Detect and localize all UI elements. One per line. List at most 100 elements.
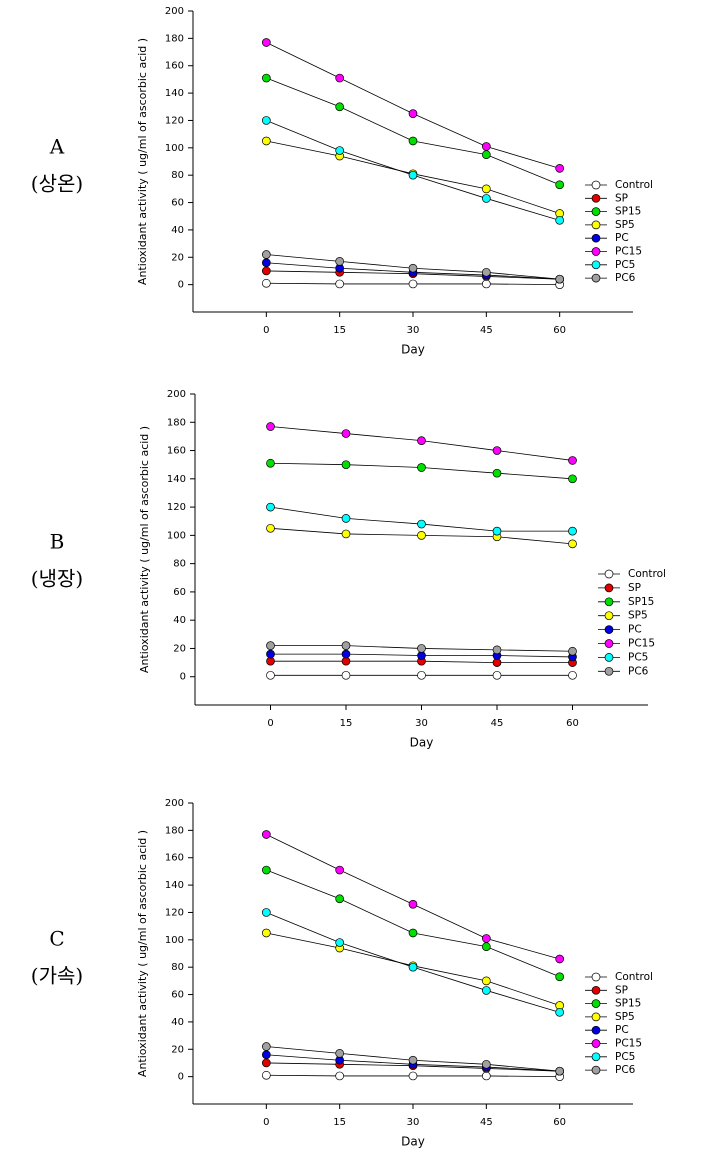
- panel-label: C: [49, 927, 64, 951]
- x-axis-label: Day: [401, 343, 425, 357]
- data-point: [261, 865, 271, 875]
- data-point: [568, 670, 577, 680]
- data-point: [335, 865, 345, 875]
- data-point: [335, 1049, 345, 1058]
- x-tick-label: 15: [333, 325, 346, 336]
- data-point: [555, 163, 565, 173]
- data-point: [481, 934, 491, 943]
- data-point: [555, 215, 565, 225]
- x-tick-label: 15: [340, 718, 353, 729]
- data-point: [481, 142, 491, 151]
- legend-marker: [591, 1012, 601, 1022]
- legend-label: SP5: [615, 219, 635, 231]
- data-point: [492, 468, 502, 478]
- data-point: [481, 942, 491, 952]
- y-tick-label: 20: [171, 1044, 184, 1055]
- x-tick-label: 45: [480, 325, 493, 336]
- legend-label: PC6: [615, 1064, 636, 1076]
- y-tick-label: 100: [167, 530, 186, 541]
- data-point: [492, 670, 502, 680]
- y-tick-label: 160: [167, 446, 186, 457]
- data-point: [492, 526, 502, 536]
- y-tick-label: 180: [167, 417, 186, 428]
- y-tick-label: 140: [165, 880, 184, 891]
- data-point: [555, 972, 565, 982]
- data-point: [335, 257, 345, 266]
- data-point: [266, 458, 275, 468]
- data-point: [481, 279, 491, 289]
- legend-label: SP15: [615, 206, 641, 218]
- data-point: [568, 646, 577, 656]
- data-point: [261, 266, 271, 276]
- x-tick-label: 30: [407, 1117, 420, 1128]
- legend-label: PC: [615, 1024, 629, 1036]
- data-point: [417, 436, 426, 445]
- data-point: [261, 928, 271, 938]
- data-point: [341, 460, 351, 470]
- legend-label: PC15: [615, 1038, 642, 1050]
- y-tick-label: 20: [171, 252, 184, 263]
- data-point: [261, 1070, 271, 1080]
- y-tick-label: 0: [178, 280, 184, 291]
- y-tick-label: 140: [167, 474, 186, 485]
- data-point: [335, 938, 345, 947]
- y-tick-label: 40: [171, 1017, 184, 1028]
- data-point: [408, 962, 418, 972]
- series-line: [266, 869, 560, 978]
- data-point: [261, 250, 271, 259]
- data-point: [568, 474, 577, 484]
- legend-marker: [591, 260, 601, 270]
- data-point: [417, 670, 426, 680]
- legend-label: PC15: [628, 638, 655, 650]
- data-point: [481, 150, 491, 160]
- y-tick-label: 40: [173, 615, 186, 626]
- y-tick-label: 100: [165, 143, 184, 154]
- data-point: [266, 422, 275, 431]
- legend-marker: [591, 1039, 601, 1048]
- data-point: [481, 184, 491, 194]
- data-point: [261, 908, 271, 917]
- data-point: [261, 73, 271, 83]
- series-line: [266, 834, 560, 960]
- data-point: [408, 170, 418, 180]
- legend-label: SP15: [615, 998, 641, 1010]
- legend-marker: [604, 653, 614, 662]
- data-point: [341, 514, 351, 523]
- data-point: [266, 641, 275, 650]
- y-tick-label: 200: [165, 798, 184, 809]
- y-tick-label: 20: [173, 643, 186, 654]
- legend-label: PC6: [628, 665, 649, 677]
- y-tick-label: 200: [165, 6, 184, 17]
- x-tick-label: 0: [263, 1117, 269, 1128]
- y-tick-label: 180: [165, 825, 184, 836]
- legend-marker: [591, 247, 601, 256]
- panel-label: A: [49, 135, 65, 159]
- data-point: [568, 539, 577, 549]
- legend-label: PC15: [615, 246, 642, 258]
- data-point: [408, 928, 418, 938]
- data-point: [408, 136, 418, 146]
- y-tick-label: 120: [167, 502, 186, 513]
- x-tick-label: 15: [333, 1117, 346, 1128]
- panel-label: B: [50, 530, 65, 554]
- legend-marker: [604, 639, 614, 648]
- legend-label: PC5: [615, 259, 635, 271]
- data-point: [408, 1071, 418, 1081]
- panel-condition: (가속): [31, 964, 83, 988]
- data-point: [417, 519, 426, 529]
- y-tick-label: 60: [173, 587, 186, 598]
- data-point: [568, 526, 577, 536]
- data-point: [341, 429, 351, 438]
- data-point: [266, 670, 275, 680]
- x-tick-label: 60: [553, 1117, 566, 1128]
- data-point: [417, 644, 426, 653]
- legend-marker: [591, 207, 601, 216]
- series-line: [266, 77, 560, 186]
- x-tick-label: 0: [263, 325, 269, 336]
- y-tick-label: 120: [165, 907, 184, 918]
- legend-marker: [591, 1025, 601, 1035]
- data-point: [481, 1059, 491, 1069]
- data-point: [266, 502, 275, 512]
- legend-marker: [591, 233, 601, 243]
